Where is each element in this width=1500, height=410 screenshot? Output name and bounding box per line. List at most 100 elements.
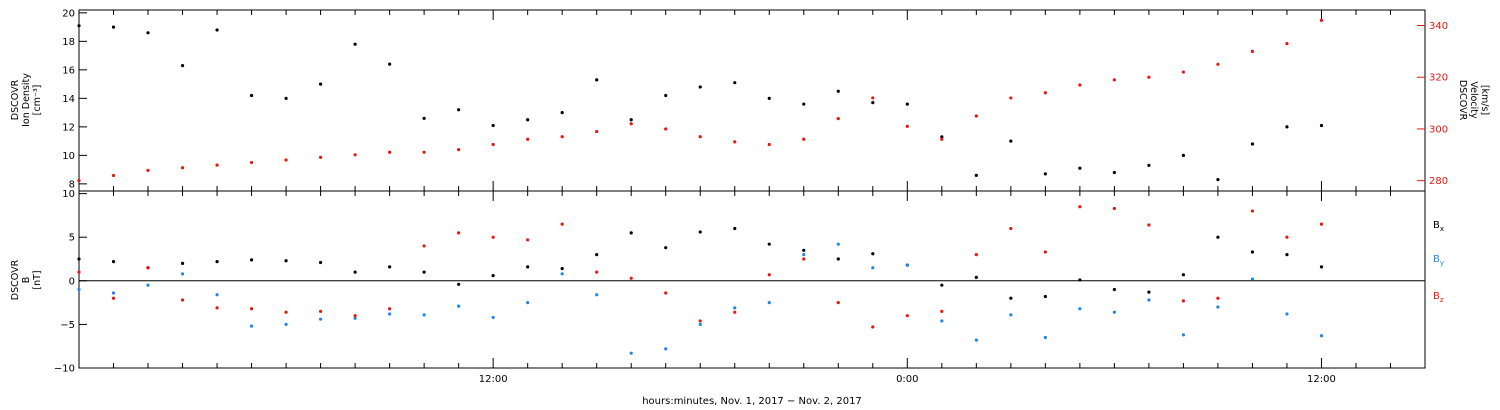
data-point: [215, 306, 219, 310]
field-ylabel-line-3: [nT]: [32, 270, 43, 289]
y-tick-label: −5: [60, 320, 75, 331]
data-point: [284, 96, 288, 100]
data-point: [457, 231, 461, 235]
data-point: [146, 168, 150, 172]
velocity-ylabel-line-1: DSCOVR: [1457, 80, 1468, 121]
data-point: [1216, 296, 1220, 300]
data-point: [629, 231, 633, 235]
field-axis: −10 −5 0 5 10: [54, 189, 87, 375]
legend-bz: Bz: [1433, 291, 1444, 304]
data-point: [1009, 296, 1013, 300]
data-point: [974, 253, 978, 257]
data-point: [1285, 312, 1289, 316]
data-point: [871, 325, 875, 329]
bz-series: [77, 205, 1324, 329]
density-series: [77, 24, 1324, 182]
data-point: [733, 306, 737, 310]
time-axis: 12:00 0:00 12:00: [113, 191, 1426, 385]
data-point: [560, 267, 564, 271]
data-point: [802, 257, 806, 261]
data-point: [767, 242, 771, 246]
y-right-tick-label: 300: [1429, 124, 1448, 135]
x-axis-title: hours:minutes, Nov. 1, 2017 − Nov. 2, 20…: [642, 396, 862, 407]
data-point: [388, 62, 392, 66]
data-point: [1043, 294, 1047, 299]
data-point: [1181, 153, 1186, 157]
data-point: [111, 260, 116, 264]
data-point: [1009, 313, 1013, 317]
data-point: [802, 102, 806, 106]
data-point: [1319, 334, 1324, 338]
velocity-ylabel-line-2: Velocity: [1468, 81, 1479, 119]
data-point: [1319, 123, 1324, 128]
data-point: [215, 293, 219, 297]
data-point: [318, 260, 323, 265]
data-point: [1009, 96, 1013, 100]
data-point: [767, 273, 771, 277]
data-point: [457, 304, 461, 308]
data-point: [1112, 78, 1116, 82]
density-axis: 8 10 12 14 16 18 20: [62, 8, 87, 190]
panel-frame: [78, 190, 1426, 369]
density-ylabel-line-1: DSCOVR: [10, 79, 21, 120]
data-point: [215, 260, 219, 264]
y-tick-label: 18: [62, 37, 75, 48]
y-tick-label: 20: [62, 8, 75, 19]
y-right-tick-label: 320: [1429, 73, 1448, 84]
data-point: [698, 135, 702, 139]
density-velocity-panel: 8 10 12 14 16 18 20 280 300 320 340 DSCOVR Ion De…: [10, 8, 1490, 192]
data-point: [111, 173, 116, 178]
data-point: [974, 114, 978, 118]
data-point: [595, 129, 599, 134]
data-point: [836, 89, 840, 93]
data-point: [733, 81, 737, 85]
data-point: [526, 265, 530, 269]
data-point: [560, 111, 564, 115]
data-point: [1009, 139, 1013, 143]
data-point: [940, 137, 944, 141]
density-ylabel-line-2: Ion Density: [21, 73, 32, 127]
data-point: [180, 261, 185, 265]
data-point: [180, 298, 185, 302]
data-point: [802, 248, 806, 252]
data-point: [595, 253, 599, 257]
data-point: [215, 163, 219, 167]
data-point: [698, 85, 702, 89]
data-point: [1112, 170, 1116, 175]
data-point: [871, 266, 875, 270]
data-point: [491, 123, 495, 128]
data-point: [664, 291, 668, 295]
field-ylabel-line-2: B: [21, 277, 32, 284]
data-point: [940, 283, 944, 287]
velocity-ylabel-line-3: [km/s]: [1479, 85, 1490, 115]
data-point: [802, 137, 806, 141]
data-point: [1250, 209, 1255, 213]
data-point: [388, 150, 392, 154]
x-tick-label: 12:00: [1307, 374, 1336, 385]
data-point: [974, 173, 978, 177]
data-point: [1078, 278, 1082, 282]
x-tick-label: 12:00: [479, 374, 508, 385]
data-point: [1216, 62, 1220, 66]
data-point: [698, 230, 702, 234]
data-point: [1250, 277, 1255, 281]
data-point: [1319, 265, 1324, 269]
data-point: [422, 150, 426, 154]
data-point: [767, 301, 771, 305]
data-point: [1285, 125, 1289, 129]
y-tick-label: 14: [62, 94, 75, 105]
y-tick-label: 10: [62, 151, 75, 162]
data-point: [457, 148, 461, 152]
data-point: [1112, 310, 1116, 314]
data-point: [871, 96, 875, 100]
data-point: [733, 226, 737, 231]
data-point: [388, 312, 392, 316]
data-point: [111, 291, 116, 295]
data-point: [1043, 335, 1047, 340]
velocity-series: [77, 18, 1324, 183]
data-point: [629, 118, 633, 122]
data-point: [1250, 250, 1255, 254]
data-point: [664, 93, 668, 98]
data-point: [526, 118, 530, 122]
